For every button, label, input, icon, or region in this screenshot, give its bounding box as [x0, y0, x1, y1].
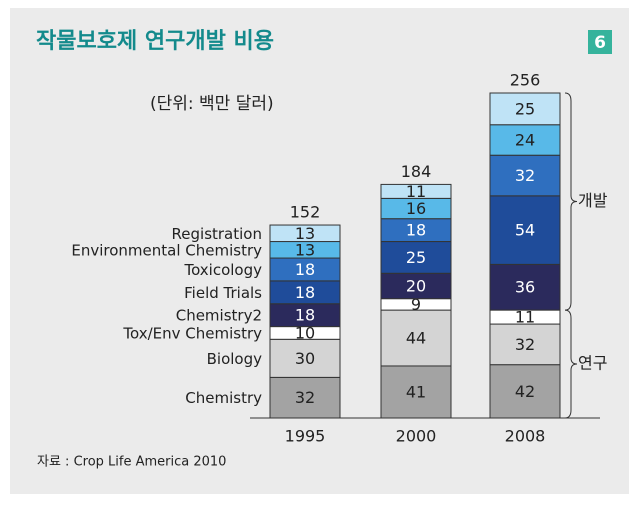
- x-tick-label: 2008: [505, 427, 546, 446]
- bar-segment: [380, 183, 452, 199]
- badge: [588, 30, 612, 54]
- annotation: 개발: [578, 191, 608, 210]
- legend-label: Tox/Env Chemistry: [122, 324, 262, 342]
- legend-label: Toxicology: [183, 261, 262, 279]
- total-label: 152: [290, 203, 321, 222]
- brace: [564, 309, 578, 419]
- segment-label: 32: [295, 388, 315, 407]
- segment-label: 11: [406, 182, 426, 201]
- legend-label: Chemistry2: [176, 307, 262, 325]
- segment-label: 18: [295, 283, 315, 302]
- legend-label: Registration: [172, 225, 262, 243]
- subtitle: (단위: 백만 달러): [150, 94, 274, 114]
- bar-segment: [489, 124, 561, 156]
- legend-label: Field Trials: [184, 284, 262, 302]
- legend-label: Biology: [207, 350, 263, 368]
- segment-label: 32: [515, 166, 535, 185]
- legend-label: Chemistry: [185, 389, 262, 407]
- segment-label: 20: [406, 276, 426, 295]
- bar-segment: [380, 272, 452, 300]
- segment-label: 36: [515, 278, 535, 297]
- x-tick-label: 2000: [396, 427, 437, 446]
- bar-segment: [269, 338, 341, 378]
- segment-label: 13: [295, 240, 315, 259]
- segment-label: 11: [515, 308, 535, 327]
- annotation: 연구: [578, 354, 607, 373]
- bar-segment: [489, 263, 561, 311]
- segment-label: 25: [515, 99, 535, 118]
- total-label: 256: [510, 71, 541, 90]
- brace: [564, 92, 578, 311]
- segment-label: 10: [295, 323, 315, 342]
- chart-title: 작물보호제 연구개발 비용: [36, 29, 274, 54]
- segment-label: 18: [295, 260, 315, 279]
- bar-segment: [489, 364, 561, 419]
- source: 자료 : Crop Life America 2010: [37, 455, 226, 470]
- total-label: 184: [401, 162, 432, 181]
- bar-segment: [489, 92, 561, 126]
- segment-label: 41: [406, 382, 426, 401]
- bar-segment: [380, 309, 452, 367]
- segment-label: 30: [295, 349, 315, 368]
- segment-label: 44: [406, 329, 426, 348]
- segment-label: 18: [295, 306, 315, 325]
- bar-segment: [380, 241, 452, 274]
- segment-label: 54: [515, 221, 535, 240]
- segment-label: 16: [406, 199, 426, 218]
- x-tick-label: 1995: [285, 427, 326, 446]
- badge-text: 6: [594, 33, 606, 53]
- bar-segment: [489, 195, 561, 265]
- segment-label: 42: [515, 382, 535, 401]
- legend-label: Environmental Chemistry: [71, 241, 262, 259]
- bar-segment: [380, 365, 452, 419]
- segment-label: 13: [295, 224, 315, 243]
- segment-label: 18: [406, 221, 426, 240]
- bar-segment: [269, 224, 341, 243]
- segment-label: 9: [411, 295, 421, 314]
- bar-segment: [489, 154, 561, 197]
- bar-segment: [489, 323, 561, 366]
- segment-label: 25: [406, 248, 426, 267]
- segment-label: 24: [515, 130, 535, 149]
- segment-label: 32: [515, 335, 535, 354]
